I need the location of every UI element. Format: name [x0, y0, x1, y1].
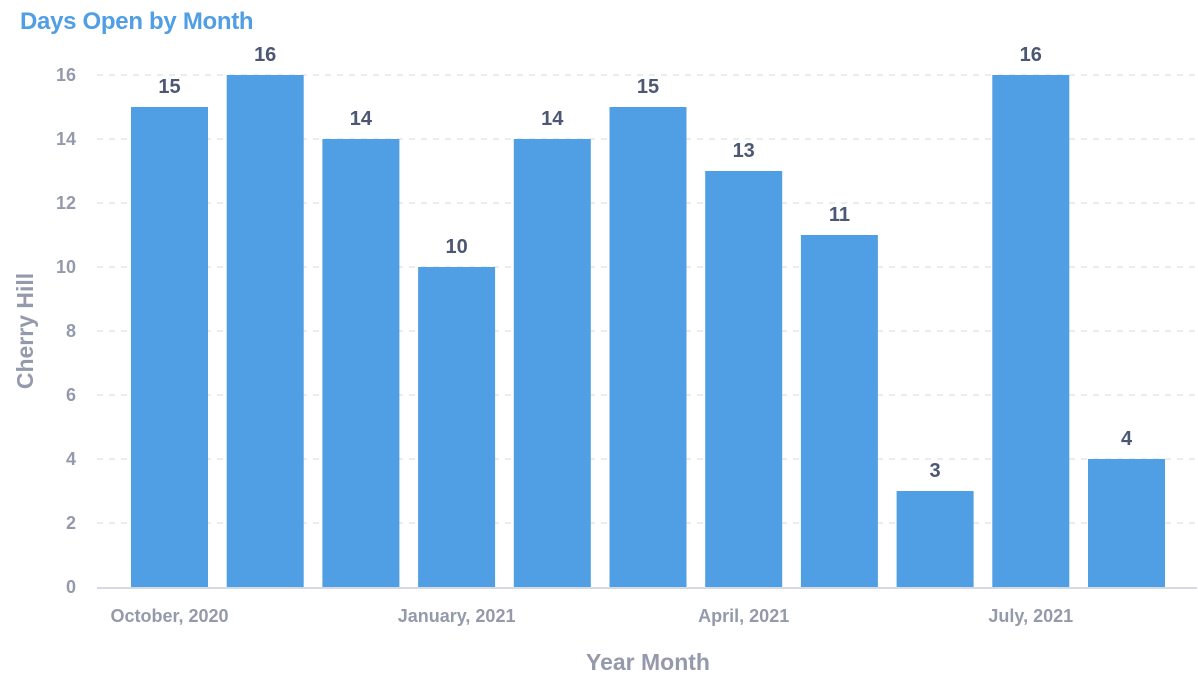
x-tick-label: July, 2021: [988, 606, 1073, 626]
data-labels: 15 16 14 10 14 15 13 11 3 16 4: [158, 44, 1133, 482]
data-label: 14: [350, 108, 373, 130]
data-label: 16: [1020, 44, 1042, 66]
data-label: 15: [158, 76, 180, 98]
data-label: 15: [637, 76, 659, 98]
x-tick-label: October, 2020: [110, 606, 228, 626]
x-tick-label: January, 2021: [398, 606, 516, 626]
y-tick-label: 10: [56, 257, 76, 277]
bar[interactable]: [896, 491, 974, 587]
data-label: 14: [541, 108, 564, 130]
y-tick-label: 16: [56, 65, 76, 85]
data-label: 16: [254, 44, 276, 66]
data-label: 10: [445, 236, 467, 258]
bar[interactable]: [131, 107, 208, 587]
bars: [131, 75, 1165, 587]
y-tick-label: 14: [56, 129, 76, 149]
data-label: 4: [1121, 428, 1133, 450]
bar[interactable]: [705, 171, 783, 587]
bar[interactable]: [322, 139, 400, 587]
y-tick-label: 2: [66, 513, 76, 533]
y-tick-label: 0: [66, 577, 76, 597]
chart-title: Days Open by Month: [20, 8, 254, 35]
data-label: 13: [733, 140, 755, 162]
bar[interactable]: [800, 235, 878, 587]
x-tick-label: April, 2021: [698, 606, 789, 626]
y-axis-ticks: 0 2 4 6 8 10 12 14 16: [56, 65, 76, 597]
y-tick-label: 6: [66, 385, 76, 405]
bar[interactable]: [226, 75, 304, 587]
bar[interactable]: [418, 267, 496, 587]
y-tick-label: 4: [66, 449, 76, 469]
y-tick-label: 8: [66, 321, 76, 341]
data-label: 3: [930, 460, 941, 482]
y-axis-label: Cherry Hill: [12, 273, 38, 389]
data-label: 11: [829, 204, 850, 226]
x-axis-ticks: October, 2020 January, 2021 April, 2021 Jul…: [110, 606, 1073, 626]
y-tick-label: 12: [56, 193, 76, 213]
bar[interactable]: [992, 75, 1070, 587]
x-axis-label: Year Month: [586, 649, 710, 675]
bar[interactable]: [1088, 459, 1165, 587]
bar[interactable]: [609, 107, 687, 587]
bar[interactable]: [513, 139, 591, 587]
